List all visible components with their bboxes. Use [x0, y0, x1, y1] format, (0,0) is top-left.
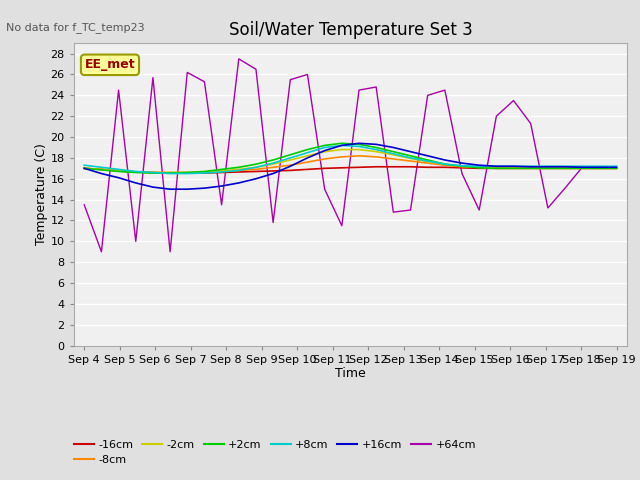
Text: No data for f_TC_temp23: No data for f_TC_temp23	[6, 22, 145, 33]
Title: Soil/Water Temperature Set 3: Soil/Water Temperature Set 3	[228, 21, 472, 39]
X-axis label: Time: Time	[335, 367, 366, 381]
Text: EE_met: EE_met	[84, 59, 135, 72]
Legend: -16cm, -8cm, -2cm, +2cm, +8cm, +16cm, +64cm: -16cm, -8cm, -2cm, +2cm, +8cm, +16cm, +6…	[70, 435, 481, 469]
Y-axis label: Temperature (C): Temperature (C)	[35, 144, 47, 245]
